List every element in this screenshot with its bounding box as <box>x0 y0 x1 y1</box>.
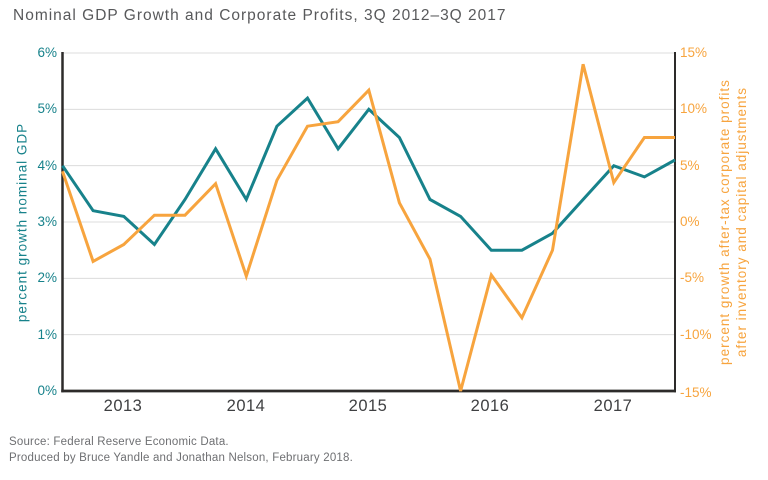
credit-line: Produced by Bruce Yandle and Jonathan Ne… <box>9 452 354 464</box>
source-line: Source: Federal Reserve Economic Data. <box>9 436 229 448</box>
left-axis-tick-0pct: 0% <box>37 383 57 398</box>
chart-title: Nominal GDP Growth and Corporate Profits… <box>13 7 507 24</box>
right-axis-tick-neg15pct: -15% <box>680 385 712 400</box>
left-axis-tick-5pct: 5% <box>37 101 57 116</box>
left-axis-tick-1pct: 1% <box>37 327 57 342</box>
corporate-profits-line <box>61 63 675 392</box>
right-axis-tick-10pct: 10% <box>680 101 708 116</box>
right-axis-title-line1: percent growth after-tax corporate profi… <box>717 79 732 365</box>
right-axis-tick-neg10pct: -10% <box>680 327 712 342</box>
right-axis-tick-neg5pct: -5% <box>680 270 705 285</box>
right-axis-tick-5pct: 5% <box>680 158 700 173</box>
right-axis-title-line2: after inventory and capital adjustments <box>734 86 749 358</box>
left-axis-tick-2pct: 2% <box>37 270 57 285</box>
right-axis-tick-15pct: 15% <box>680 45 708 60</box>
gdp-growth-line <box>61 95 676 252</box>
right-axis-title: percent growth after-tax corporate profi… <box>716 57 750 387</box>
x-axis-label-2013: 2013 <box>103 397 143 415</box>
source-note: Source: Federal Reserve Economic Data. P… <box>9 434 353 466</box>
left-axis-tick-4pct: 4% <box>37 158 57 173</box>
right-axis-tick-0pct: 0% <box>680 214 700 229</box>
left-axis-title: percent growth nominal GDP <box>14 122 30 323</box>
x-axis-label-2017: 2017 <box>593 397 633 415</box>
x-axis-label-2015: 2015 <box>348 397 388 415</box>
left-axis-tick-3pct: 3% <box>37 214 57 229</box>
x-axis-label-2014: 2014 <box>226 397 266 415</box>
left-axis-tick-6pct: 6% <box>37 45 57 60</box>
x-axis-label-2016: 2016 <box>470 397 510 415</box>
